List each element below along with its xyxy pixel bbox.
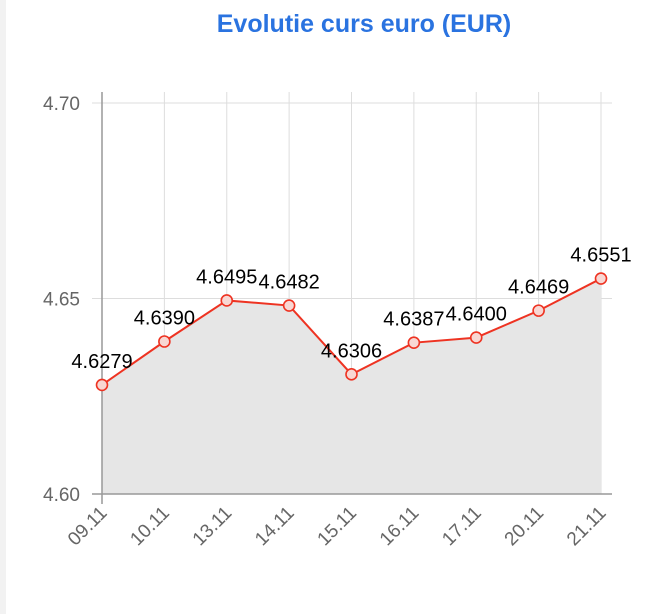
data-label-15.11: 4.6306 (321, 340, 382, 362)
data-point-17.11[interactable] (469, 331, 483, 344)
data-point-09.11[interactable] (95, 378, 109, 392)
y-tick-label-2: 4.70 (43, 94, 80, 115)
x-tick-label-21.11: 21.11 (563, 503, 610, 550)
chart-title: Evolutie curs euro (EUR) (216, 10, 512, 38)
axes (92, 92, 612, 504)
data-label-17.11: 4.6400 (446, 304, 507, 326)
left-edge-strip (0, 0, 6, 614)
data-point-16.11[interactable] (407, 336, 421, 349)
data-label-20.11: 4.6469 (508, 277, 569, 299)
data-point-15.11[interactable] (345, 368, 358, 381)
x-tick-label-20.11: 20.11 (501, 503, 548, 550)
x-tick-label-09.11: 09.11 (64, 503, 111, 550)
data-point-10.11[interactable] (158, 335, 171, 348)
data-label-10.11: 4.6390 (134, 308, 195, 330)
data-point-14.11[interactable] (282, 299, 296, 312)
data-label-21.11: 4.6551 (570, 245, 631, 267)
y-tick-labels: 4.60 4.65 4.70 (43, 94, 80, 506)
data-label-13.11: 4.6495 (196, 266, 257, 288)
x-tick-labels: 09.11 10.11 13.11 14.11 15.11 16.11 17.11 20.11… (64, 503, 610, 550)
data-label-09.11: 4.6279 (71, 351, 132, 373)
area-fill (102, 278, 601, 494)
x-tick-label-14.11: 14.11 (251, 503, 298, 550)
x-tick-label-10.11: 10.11 (126, 503, 173, 550)
x-tick-label-17.11: 17.11 (438, 503, 485, 550)
y-tick-label-0: 4.60 (43, 485, 80, 506)
data-point-13.11[interactable] (220, 294, 234, 307)
data-point-20.11[interactable] (532, 304, 545, 317)
data-points (95, 272, 608, 392)
y-tick-label-1: 4.65 (43, 290, 80, 311)
x-tick-label-16.11: 16.11 (376, 503, 423, 550)
data-label-14.11: 4.6482 (259, 272, 320, 294)
x-tick-label-13.11: 13.11 (189, 503, 236, 550)
data-point-21.11[interactable] (594, 272, 608, 285)
data-label-16.11: 4.6387 (383, 309, 444, 331)
x-tick-label-15.11: 15.11 (314, 503, 361, 550)
